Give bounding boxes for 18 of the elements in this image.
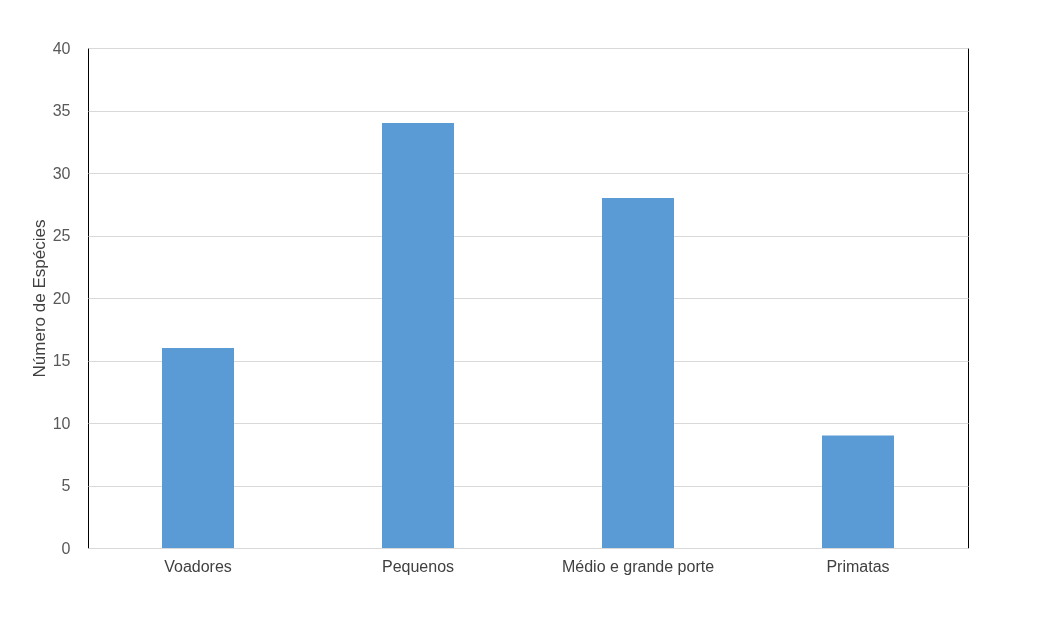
y-tick-label: 40 — [52, 39, 71, 57]
x-tick-label: Voadores — [164, 557, 232, 575]
y-tick-label: 25 — [52, 227, 71, 244]
x-tick-label: Primatas — [826, 557, 890, 575]
y-tick-label: 20 — [52, 289, 71, 307]
y-tick-label: 15 — [52, 352, 71, 369]
x-tick-label: Pequenos — [381, 557, 455, 575]
y-tick-label: 0 — [61, 539, 71, 557]
y-tick-label: 30 — [52, 164, 71, 182]
y-tick-label: 10 — [52, 414, 71, 432]
y-tick-label: 5 — [61, 477, 71, 494]
x-tick-label: Médio e grande porte — [561, 557, 715, 575]
bar — [162, 348, 234, 548]
y-axis-title: Número de Espécies — [29, 219, 49, 378]
bar — [382, 123, 454, 548]
bar — [822, 435, 894, 548]
bar — [602, 198, 674, 548]
y-tick-label: 35 — [52, 102, 71, 119]
